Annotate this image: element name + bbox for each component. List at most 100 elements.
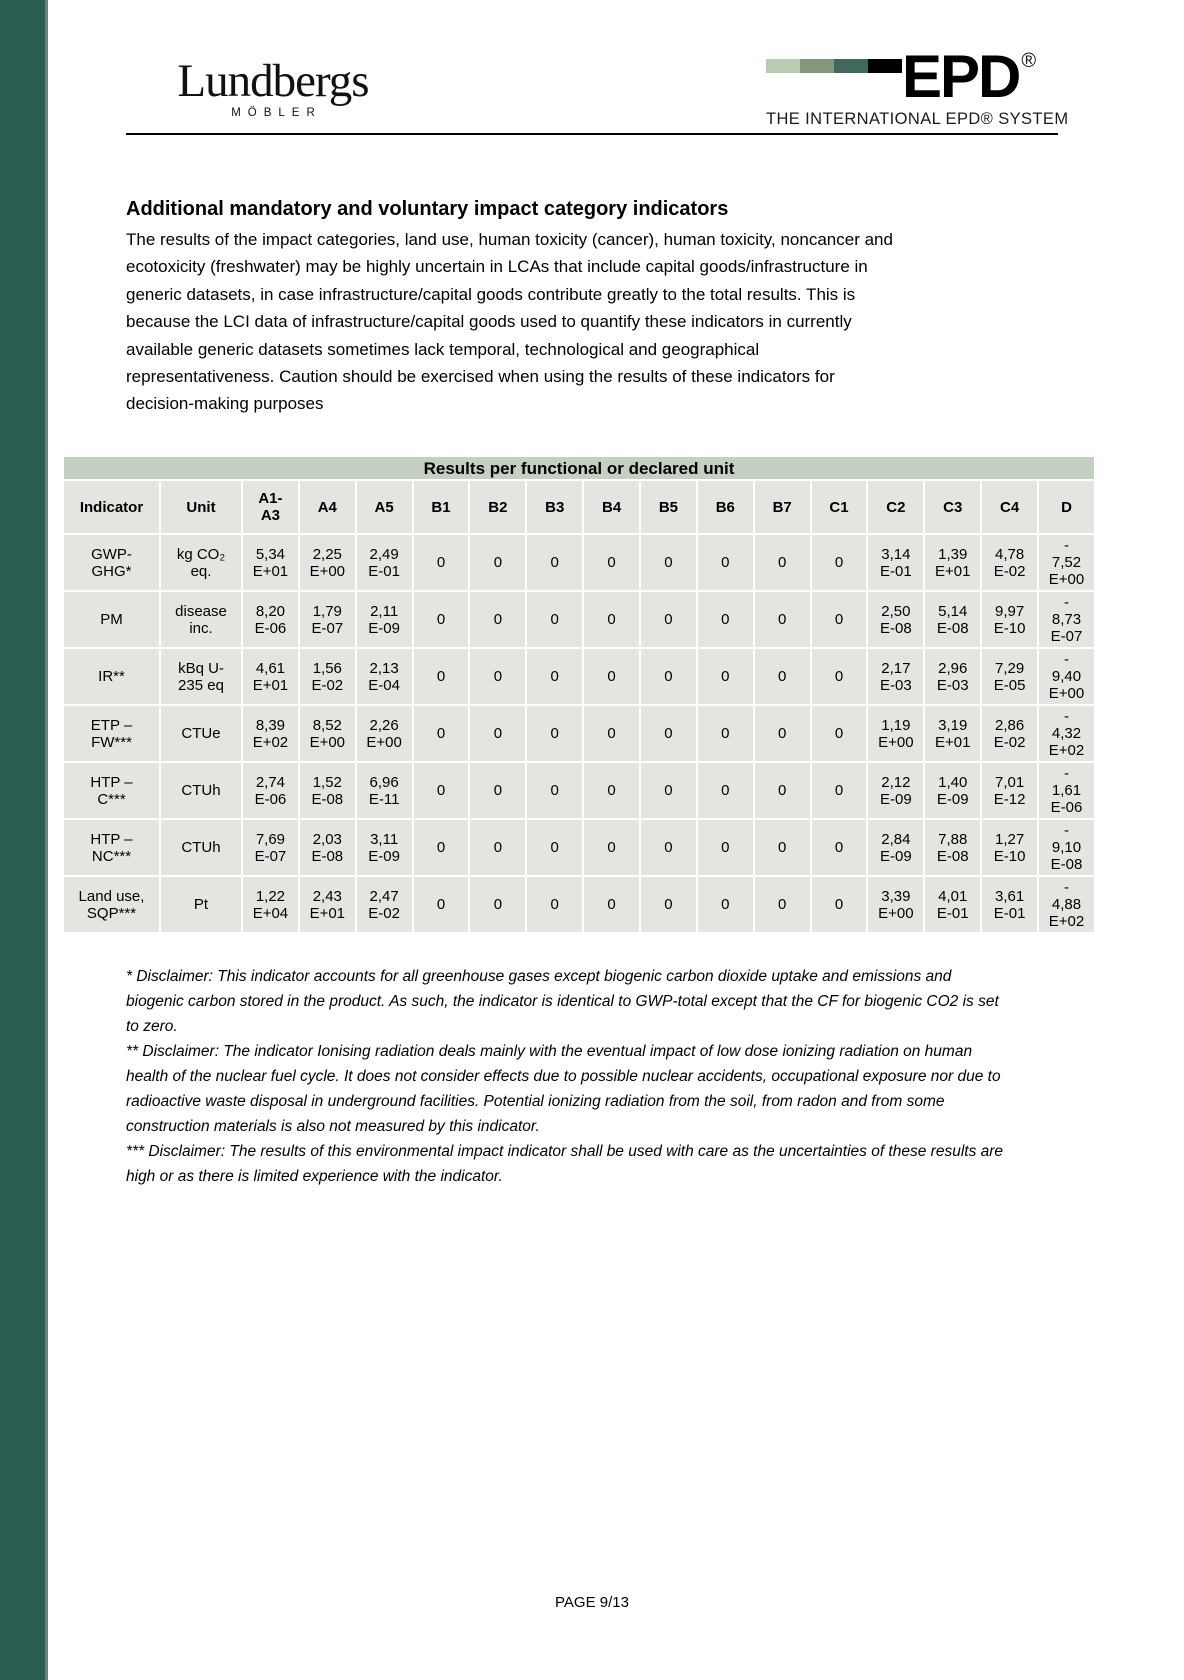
value-cell: - 9,40 E+00: [1039, 649, 1094, 704]
header-divider: [126, 133, 1058, 135]
value-cell: 2,50 E-08: [868, 592, 924, 647]
value-cell: 0: [413, 706, 469, 761]
value-cell: 2,03 E-08: [299, 820, 355, 875]
value-cell: 0: [527, 592, 583, 647]
value-cell: 0: [754, 820, 810, 875]
value-cell: 0: [697, 649, 753, 704]
table-row: IR** kBq U- 235 eq 4,61 E+01 1,56 E-02 2,13 …: [64, 649, 1094, 704]
value-cell: 1,40 E-09: [925, 763, 981, 818]
value-cell: 0: [584, 649, 640, 704]
value-cell: 2,74 E-06: [243, 763, 298, 818]
value-cell: 0: [584, 877, 640, 932]
unit-cell: kBq U- 235 eq: [161, 649, 241, 704]
column-header-b3: B3: [527, 481, 583, 533]
value-cell: 4,78 E-02: [982, 535, 1038, 590]
value-cell: 0: [811, 706, 867, 761]
unit-cell: Pt: [161, 877, 241, 932]
column-header-d: D: [1039, 481, 1094, 533]
indicator-cell: IR**: [64, 649, 159, 704]
value-cell: 0: [527, 820, 583, 875]
column-header-a5: A5: [356, 481, 412, 533]
page-content: Lundbergs MÖBLER EPD ® THE INTERNATIONAL…: [48, 0, 1184, 1680]
disclaimer-gwp: * Disclaimer: This indicator accounts fo…: [126, 968, 999, 1035]
value-cell: 0: [641, 763, 696, 818]
value-cell: 0: [584, 592, 640, 647]
column-header-a4: A4: [299, 481, 355, 533]
value-cell: 2,96 E-03: [925, 649, 981, 704]
value-cell: 0: [811, 535, 867, 590]
indicator-cell: HTP – C***: [64, 763, 159, 818]
value-cell: 9,97 E-10: [982, 592, 1038, 647]
value-cell: 0: [754, 877, 810, 932]
column-header-b4: B4: [584, 481, 640, 533]
value-cell: 0: [641, 535, 696, 590]
value-cell: 0: [641, 592, 696, 647]
value-cell: 2,43 E+01: [299, 877, 355, 932]
table-title-row: Results per functional or declared unit: [64, 457, 1094, 479]
column-header-b7: B7: [754, 481, 810, 533]
column-header-b6: B6: [697, 481, 753, 533]
disclaimer-uncertainty: *** Disclaimer: The results of this envi…: [126, 1143, 1004, 1185]
column-header-b2: B2: [470, 481, 526, 533]
table-row: HTP – NC*** CTUh 7,69 E-07 2,03 E-08 3,11 E-…: [64, 820, 1094, 875]
value-cell: 0: [527, 535, 583, 590]
column-header-c3: C3: [925, 481, 981, 533]
value-cell: 2,86 E-02: [982, 706, 1038, 761]
table-row: ETP – FW*** CTUe 8,39 E+02 8,52 E+00 2,26 E+…: [64, 706, 1094, 761]
value-cell: 0: [413, 649, 469, 704]
value-cell: 0: [470, 706, 526, 761]
results-table: Results per functional or declared unit I…: [62, 455, 1096, 934]
value-cell: 0: [811, 763, 867, 818]
indicator-cell: GWP- GHG*: [64, 535, 159, 590]
value-cell: 0: [413, 592, 469, 647]
value-cell: 0: [641, 649, 696, 704]
epd-bar-4: [868, 59, 902, 73]
value-cell: - 9,10 E-08: [1039, 820, 1094, 875]
value-cell: 0: [413, 877, 469, 932]
value-cell: 0: [470, 820, 526, 875]
value-cell: 5,34 E+01: [243, 535, 298, 590]
column-header-b1: B1: [413, 481, 469, 533]
value-cell: 6,96 E-11: [356, 763, 412, 818]
indicator-cell: ETP – FW***: [64, 706, 159, 761]
indicator-cell: HTP – NC***: [64, 820, 159, 875]
value-cell: 2,13 E-04: [356, 649, 412, 704]
value-cell: 0: [527, 649, 583, 704]
indicator-cell: Land use, SQP***: [64, 877, 159, 932]
brand-name: Lundbergs: [177, 55, 369, 107]
value-cell: 3,61 E-01: [982, 877, 1038, 932]
value-cell: 3,11 E-09: [356, 820, 412, 875]
lundbergs-logo: Lundbergs MÖBLER: [148, 56, 398, 119]
value-cell: - 7,52 E+00: [1039, 535, 1094, 590]
value-cell: - 4,32 E+02: [1039, 706, 1094, 761]
value-cell: 0: [470, 649, 526, 704]
page-number: PAGE 9/13: [555, 1594, 629, 1611]
column-header-c4: C4: [982, 481, 1038, 533]
epd-bar-1: [766, 59, 800, 73]
value-cell: 2,11 E-09: [356, 592, 412, 647]
value-cell: 0: [641, 706, 696, 761]
unit-cell: CTUh: [161, 763, 241, 818]
value-cell: 0: [584, 820, 640, 875]
value-cell: 0: [697, 592, 753, 647]
epd-bar-2: [800, 59, 834, 73]
column-header-b5: B5: [641, 481, 696, 533]
value-cell: 8,39 E+02: [243, 706, 298, 761]
value-cell: - 8,73 E-07: [1039, 592, 1094, 647]
value-cell: - 4,88 E+02: [1039, 877, 1094, 932]
unit-cell: CTUe: [161, 706, 241, 761]
value-cell: 0: [413, 763, 469, 818]
unit-cell: kg CO₂ eq.: [161, 535, 241, 590]
value-cell: 0: [413, 535, 469, 590]
column-header-a1--a3: A1- A3: [243, 481, 298, 533]
epd-wordmark: EPD: [902, 43, 1021, 110]
value-cell: 1,39 E+01: [925, 535, 981, 590]
table-row: GWP- GHG* kg CO₂ eq. 5,34 E+01 2,25 E+00 2,4…: [64, 535, 1094, 590]
value-cell: 0: [584, 763, 640, 818]
disclaimer-block: * Disclaimer: This indicator accounts fo…: [126, 964, 1026, 1189]
value-cell: 0: [811, 877, 867, 932]
value-cell: 1,56 E-02: [299, 649, 355, 704]
value-cell: 0: [754, 763, 810, 818]
table-row: PM disease inc. 8,20 E-06 1,79 E-07 2,11 E-0…: [64, 592, 1094, 647]
